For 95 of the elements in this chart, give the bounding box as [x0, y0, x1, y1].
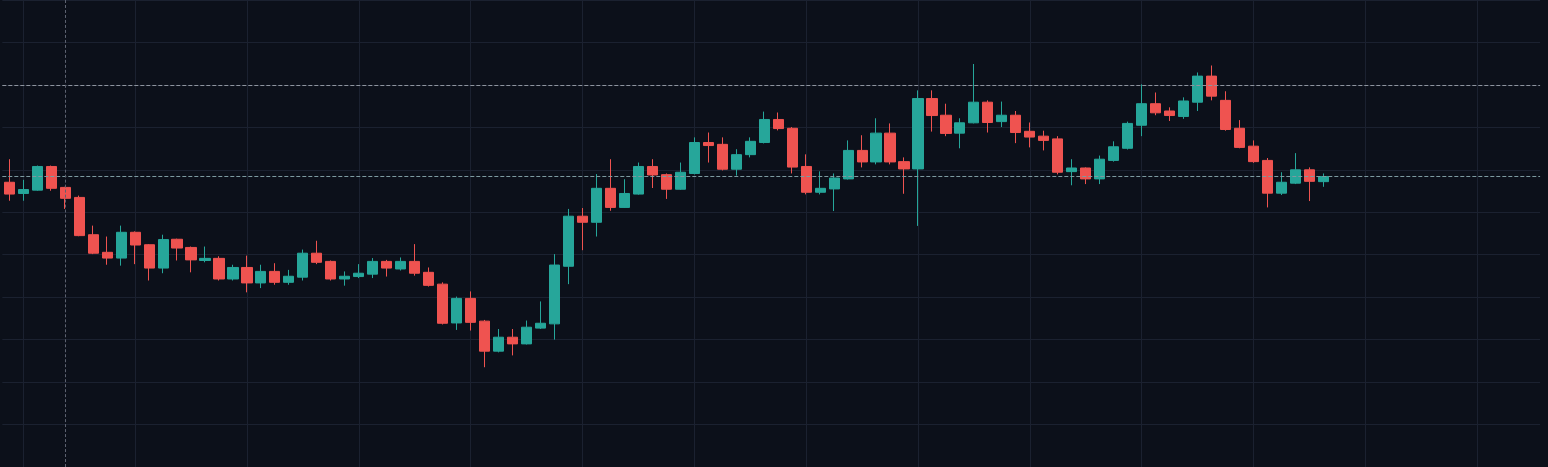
candlestick: [102, 236, 113, 266]
candlestick: [521, 320, 532, 345]
candlestick: [283, 269, 294, 286]
candlestick: [367, 257, 378, 279]
candlestick: [1136, 83, 1147, 137]
candlestick: [661, 172, 672, 200]
candlestick: [1234, 119, 1245, 149]
candlestick: [1276, 171, 1287, 196]
candlestick: [32, 165, 43, 192]
candlestick: [199, 246, 211, 263]
candlestick: [255, 264, 266, 289]
candlestick: [311, 240, 322, 265]
candlestick: [898, 156, 910, 195]
candlestick: [982, 99, 993, 134]
candlestick: [1262, 157, 1273, 208]
candlestick: [339, 270, 350, 287]
candlestick: [1080, 166, 1091, 185]
candlestick: [563, 208, 574, 285]
candlestick: [1052, 135, 1063, 175]
candlestick: [912, 89, 924, 227]
candlestick: [130, 230, 141, 265]
candlestick: [185, 246, 197, 273]
candlestick: [1010, 110, 1021, 144]
candlestick: [1122, 121, 1133, 150]
candlestick: [1178, 96, 1189, 120]
candlestick: [144, 243, 155, 281]
candlestick: [241, 255, 253, 293]
candlestick: [493, 328, 504, 353]
candlestick: [857, 134, 868, 168]
candlestick: [633, 162, 644, 196]
candlestick: [731, 148, 742, 177]
candlestick: [451, 296, 462, 331]
candlestick: [88, 225, 99, 255]
candlestick: [381, 259, 392, 278]
candlestick: [996, 101, 1007, 128]
candlestick: [689, 136, 700, 175]
candlestick: [577, 207, 588, 251]
candlestick: [465, 290, 476, 332]
candlestick: [591, 173, 602, 238]
candlestick: [269, 262, 280, 286]
candlestick: [1164, 106, 1175, 122]
candlestick: [745, 136, 756, 158]
candlestick: [954, 117, 965, 149]
candlestick: [535, 300, 546, 330]
candlestick: [437, 281, 448, 325]
candlestick: [74, 195, 85, 237]
candlestick: [968, 63, 979, 124]
candlestick: [1108, 140, 1119, 163]
candlestick: [507, 328, 518, 356]
candlestick: [605, 158, 616, 212]
candlestick: [926, 89, 938, 133]
candlestick: [870, 117, 882, 165]
candlestick: [325, 259, 336, 281]
candlestick: [940, 103, 952, 137]
candlestick: [395, 256, 406, 271]
candlestick: [787, 126, 798, 174]
candlestick: [116, 225, 127, 267]
candlestick: [717, 136, 728, 171]
candlestick: [1094, 155, 1105, 185]
candlestick: [1038, 130, 1049, 151]
candlestick: [213, 255, 225, 281]
candlestick: [1024, 122, 1035, 148]
candlestick: [1220, 90, 1231, 132]
candlestick: [703, 132, 714, 164]
candlestick: [4, 158, 15, 202]
candlestick: [773, 112, 784, 131]
candlestick: [171, 238, 183, 261]
candlestick: [18, 179, 29, 202]
candlestick: [46, 165, 57, 192]
candlestick: [549, 253, 560, 341]
candlestick: [829, 172, 840, 212]
candlestick: [297, 249, 308, 281]
candlestick: [1304, 166, 1315, 202]
candlestick: [675, 162, 686, 191]
candlestick: [759, 111, 770, 144]
candlestick: [60, 186, 71, 210]
candlestick: [353, 263, 364, 279]
candlestick: [1192, 71, 1203, 112]
candlestick: [884, 122, 896, 165]
candlestick: [479, 319, 490, 368]
candlestick: [1248, 139, 1259, 164]
candlestick: [801, 153, 812, 195]
candlestick: [843, 139, 854, 181]
candlestick: [158, 234, 169, 274]
candlestick: [815, 170, 826, 195]
candlestick: [409, 243, 420, 277]
candlestick: [1318, 172, 1329, 188]
candlestick: [1066, 158, 1077, 186]
candlestick: [1150, 91, 1161, 116]
candlestick: [647, 158, 658, 189]
candlestick: [1290, 152, 1301, 185]
candlestick: [227, 264, 239, 281]
candlestick: [619, 178, 630, 209]
candlestick: [1206, 65, 1217, 101]
candlestick: [423, 266, 434, 288]
